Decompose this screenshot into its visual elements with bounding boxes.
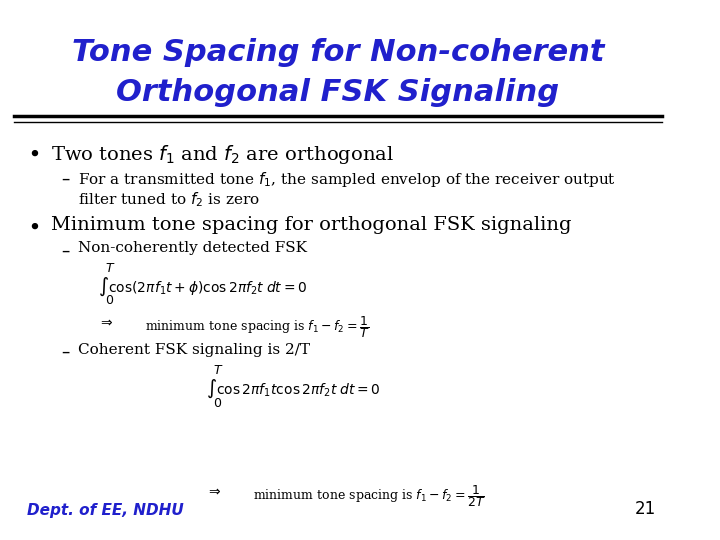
Text: Coherent FSK signaling is 2/T: Coherent FSK signaling is 2/T <box>78 343 310 357</box>
Text: –: – <box>60 343 69 361</box>
Text: $\bullet$: $\bullet$ <box>27 143 39 163</box>
Text: $0$: $0$ <box>105 294 114 307</box>
Text: For a transmitted tone $f_1$, the sampled envelop of the receiver output: For a transmitted tone $f_1$, the sample… <box>78 170 616 189</box>
Text: Minimum tone spacing for orthogonal FSK signaling: Minimum tone spacing for orthogonal FSK … <box>50 216 571 234</box>
Text: $\Rightarrow$: $\Rightarrow$ <box>206 483 222 497</box>
Text: Two tones $f_1$ and $f_2$ are orthogonal: Two tones $f_1$ and $f_2$ are orthogonal <box>50 143 394 166</box>
Text: 21: 21 <box>634 501 656 518</box>
Text: Non-coherently detected FSK: Non-coherently detected FSK <box>78 241 307 255</box>
Text: $\int \cos 2\pi f_1 t\cos 2\pi f_2 t\; dt = 0$: $\int \cos 2\pi f_1 t\cos 2\pi f_2 t\; d… <box>206 378 381 400</box>
Text: $\bullet$: $\bullet$ <box>27 216 39 236</box>
Text: Orthogonal FSK Signaling: Orthogonal FSK Signaling <box>117 78 559 107</box>
Text: Tone Spacing for Non-coherent: Tone Spacing for Non-coherent <box>72 38 604 67</box>
Text: minimum tone spacing is $f_1 - f_2 = \dfrac{1}{T}$: minimum tone spacing is $f_1 - f_2 = \df… <box>145 314 370 340</box>
Text: $0$: $0$ <box>213 397 222 410</box>
Text: $T$: $T$ <box>105 262 115 275</box>
Text: Dept. of EE, NDHU: Dept. of EE, NDHU <box>27 503 184 518</box>
Text: filter tuned to $f_2$ is zero: filter tuned to $f_2$ is zero <box>78 190 260 209</box>
Text: $T$: $T$ <box>213 364 223 377</box>
Text: minimum tone spacing is $f_1 - f_2 = \dfrac{1}{2T}$: minimum tone spacing is $f_1 - f_2 = \df… <box>253 483 486 509</box>
Text: –: – <box>60 170 69 188</box>
Text: $\int \cos(2\pi f_1 t + \phi)\cos 2\pi f_2 t\; dt = 0$: $\int \cos(2\pi f_1 t + \phi)\cos 2\pi f… <box>98 275 307 298</box>
Text: $\Rightarrow$: $\Rightarrow$ <box>98 314 114 328</box>
Text: –: – <box>60 241 69 259</box>
